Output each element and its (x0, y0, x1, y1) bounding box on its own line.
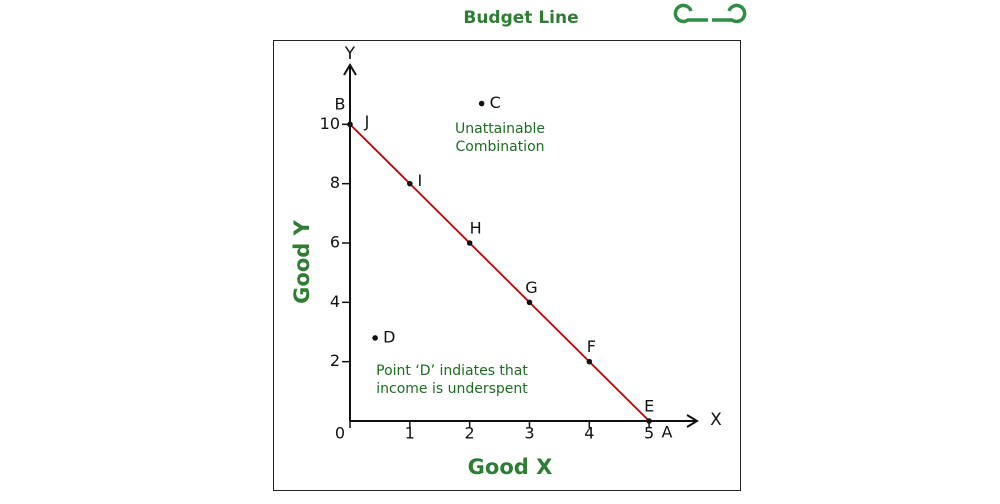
frame (273, 40, 741, 491)
y-tick-label: 8 (330, 173, 340, 192)
annotation: Combination (455, 139, 544, 155)
logo (673, 3, 747, 24)
x-tick-label: 5 (644, 424, 654, 443)
point-label: I (417, 171, 422, 190)
extra-point-label: C (490, 93, 501, 112)
y-axis-symbol: Y (344, 44, 356, 64)
y-axis-title: Good Y (290, 219, 314, 303)
x-tick-label: 4 (584, 424, 594, 443)
annotation: Point ‘D’ indiates that (376, 363, 528, 379)
x-tick-label: 2 (465, 424, 475, 443)
y-tick-label: 4 (330, 292, 340, 311)
budget-line (349, 123, 650, 422)
extra-point-label: D (383, 327, 395, 346)
y-tick-label: 10 (320, 114, 340, 133)
annotation: income is underspent (376, 381, 528, 397)
y-arrow (343, 63, 357, 76)
x-intercept-label: A (662, 423, 673, 442)
extra-point (372, 335, 378, 341)
x-tick-label: 3 (524, 424, 534, 443)
point-label: E (644, 397, 654, 416)
x-axis-title: Good X (468, 455, 553, 479)
y-intercept-label: B (335, 95, 346, 114)
extra-point (478, 100, 485, 107)
point (466, 240, 473, 246)
point-label: H (470, 219, 482, 238)
y-tick-label: 2 (330, 351, 340, 370)
y-tick-label: 6 (330, 233, 340, 252)
point (526, 299, 533, 306)
point (646, 418, 652, 424)
x-tick-label: 0 (335, 424, 345, 443)
point-label: J (364, 112, 370, 131)
x-axis-symbol: X (710, 410, 722, 430)
point (347, 121, 353, 128)
point-label: F (587, 337, 596, 356)
point (586, 358, 593, 365)
x-tick-label: 1 (405, 424, 415, 443)
annotation: Unattainable (455, 121, 545, 137)
chart-title: Budget Line (463, 8, 578, 28)
point (407, 180, 413, 187)
x-arrow (686, 414, 699, 428)
point-label: G (525, 278, 537, 297)
